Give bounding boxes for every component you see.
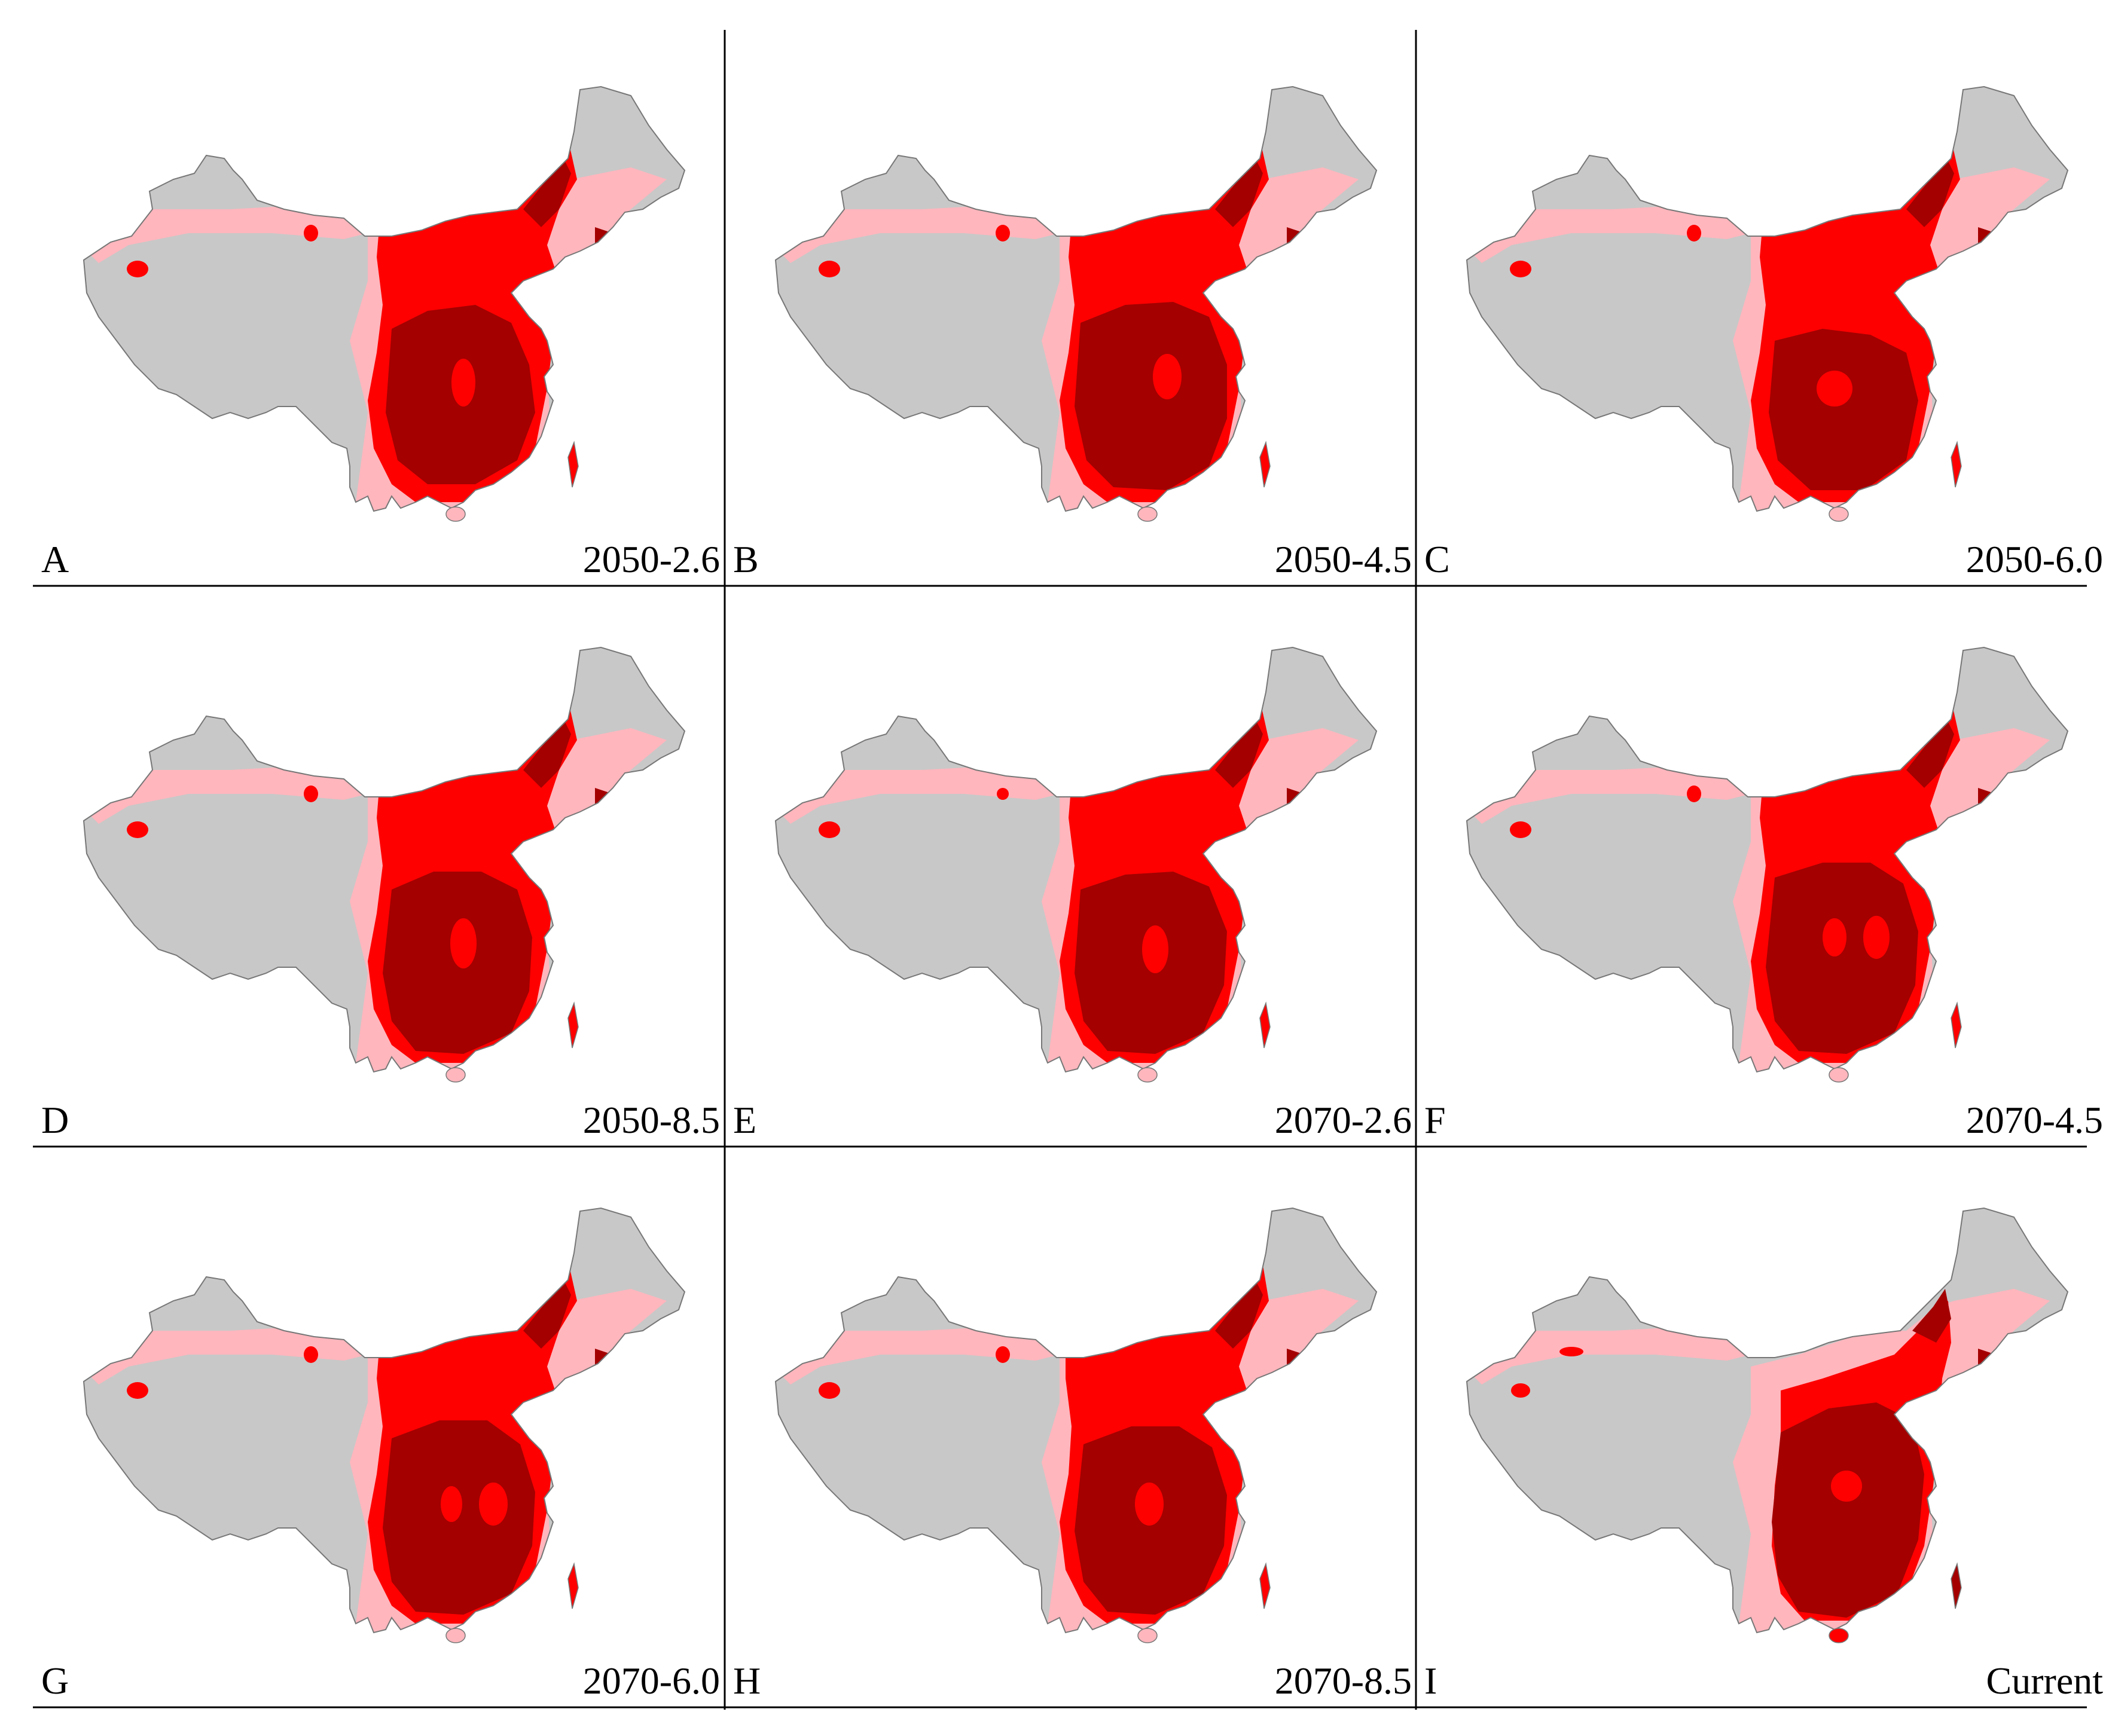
suitability-map-h: [775, 1208, 1377, 1643]
panel-scenario-d: 2050-8.5: [582, 1099, 720, 1141]
map-panel-b: B 2050-4.5: [725, 30, 1415, 586]
panel-scenario-b: 2050-4.5: [1274, 538, 1412, 580]
map-panel-g: G 2070-6.0: [33, 1151, 724, 1707]
suitability-map-f: [1466, 647, 2068, 1083]
suitability-map-a: [83, 86, 685, 522]
map-panel-d: D 2050-8.5: [33, 591, 724, 1147]
panel-scenario-g: 2070-6.0: [582, 1659, 720, 1702]
panel-scenario-a: 2050-2.6: [582, 538, 720, 580]
map-panel-i: I Current: [1416, 1151, 2106, 1707]
suitability-map-c: [1466, 86, 2068, 522]
panel-scenario-e: 2070-2.6: [1274, 1099, 1412, 1141]
map-panel-c: C 2050-6.0: [1416, 30, 2106, 586]
panel-letter-i: I: [1424, 1659, 1437, 1702]
panel-letter-g: G: [41, 1659, 69, 1702]
panel-scenario-i: Current: [1986, 1659, 2104, 1702]
panel-scenario-f: 2070-4.5: [1965, 1099, 2103, 1141]
panel-letter-c: C: [1424, 538, 1450, 580]
map-panel-e: E 2070-2.6: [725, 591, 1415, 1147]
suitability-map-b: [775, 86, 1377, 522]
map-panel-a: A 2050-2.6: [33, 30, 724, 586]
suitability-map-g: [83, 1208, 685, 1643]
suitability-map-i: [1466, 1208, 2068, 1643]
panel-letter-d: D: [41, 1099, 69, 1141]
panel-letter-h: H: [733, 1659, 761, 1702]
suitability-map-e: [775, 647, 1377, 1083]
panel-scenario-h: 2070-8.5: [1274, 1659, 1412, 1702]
panel-letter-e: E: [733, 1099, 757, 1141]
panel-scenario-c: 2050-6.0: [1965, 538, 2103, 580]
map-panel-f: F 2070-4.5: [1416, 591, 2106, 1147]
panel-letter-b: B: [733, 538, 759, 580]
panel-letter-f: F: [1424, 1099, 1446, 1141]
panel-letter-a: A: [41, 538, 69, 580]
map-panel-h: H 2070-8.5: [725, 1151, 1415, 1707]
suitability-map-d: [83, 647, 685, 1083]
